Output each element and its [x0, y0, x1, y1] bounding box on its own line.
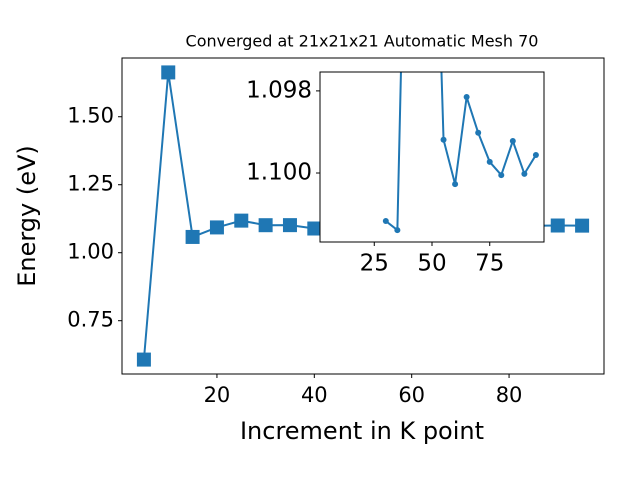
marker: [486, 158, 493, 165]
series: [382, 72, 539, 234]
marker: [161, 65, 176, 80]
y-tick-label: 1.25: [67, 172, 114, 196]
marker: [452, 181, 459, 188]
marker: [509, 137, 516, 144]
plot-area: [320, 72, 544, 242]
x-tick-label: 40: [301, 383, 328, 407]
x-axis-label: Increment in K point: [240, 417, 484, 445]
marker: [463, 94, 470, 101]
marker: [209, 220, 224, 235]
marker: [136, 352, 151, 367]
marker: [440, 136, 447, 143]
x-tick-label: 50: [417, 251, 446, 277]
marker: [185, 229, 200, 244]
marker: [475, 129, 482, 136]
axes-frame: [319, 71, 545, 243]
x-tick-label: 60: [398, 383, 425, 407]
marker: [550, 218, 565, 233]
y-tick-label: 1.098: [246, 77, 312, 103]
x-tick-label: 25: [360, 251, 389, 277]
x-tick-label: 20: [204, 383, 231, 407]
marker: [234, 213, 249, 228]
marker: [498, 172, 505, 179]
line: [385, 72, 537, 233]
y-axis-label: Energy (eV): [13, 145, 41, 287]
marker: [307, 221, 322, 236]
marker: [394, 227, 401, 234]
x-tick-label: 80: [496, 383, 523, 407]
marker: [521, 170, 528, 177]
marker: [258, 218, 273, 233]
y-tick-label: 1.00: [67, 240, 114, 264]
marker: [575, 218, 590, 233]
marker: [282, 218, 297, 233]
x-tick-label: 75: [475, 251, 504, 277]
chart-title: Converged at 21x21x21 Automatic Mesh 70: [186, 32, 539, 51]
marker: [532, 151, 539, 158]
y-tick-label: 1.50: [67, 104, 114, 128]
marker: [382, 218, 389, 225]
y-tick-label: 0.75: [67, 308, 114, 332]
axes-frame: [121, 57, 605, 375]
y-tick-label: 1.100: [246, 160, 312, 186]
